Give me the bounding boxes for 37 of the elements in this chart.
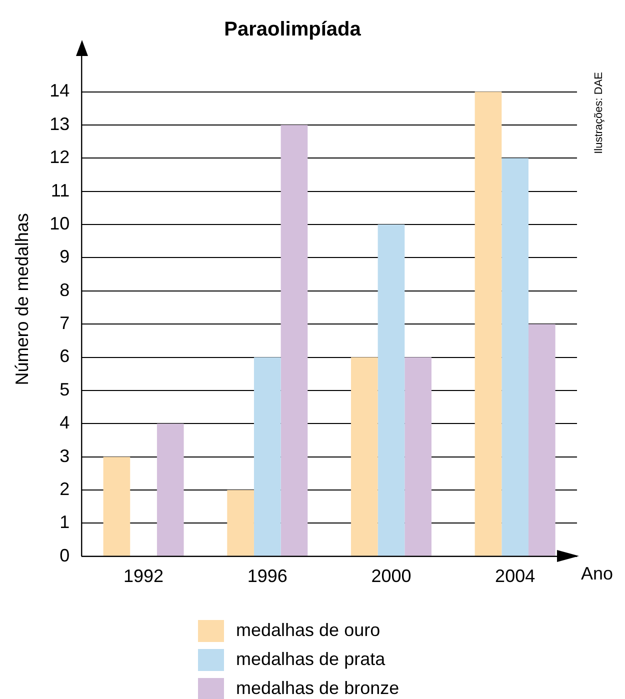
bar — [502, 158, 528, 556]
y-tick-label: 4 — [60, 412, 70, 433]
x-tick-label: 2000 — [371, 566, 412, 586]
bar — [103, 456, 130, 556]
y-tick-label: 6 — [60, 346, 70, 366]
x-tick-label: 1996 — [247, 566, 288, 586]
y-tick-label: 10 — [50, 214, 70, 234]
y-axis-title: Número de medalhas — [12, 213, 32, 386]
y-tick-label: 12 — [50, 147, 70, 168]
bar — [227, 490, 254, 556]
x-axis-title: Ano — [581, 563, 614, 584]
bar — [474, 92, 502, 556]
y-tick-label: 2 — [60, 478, 70, 499]
text: Ilustrações: DAE — [593, 72, 606, 154]
y-tick-label: 1 — [60, 512, 70, 532]
bar — [350, 357, 378, 556]
x-tick-label: 2004 — [495, 566, 536, 586]
y-tick-label: 8 — [60, 280, 70, 300]
chart-title: Paraolimpíada — [224, 18, 362, 41]
legend-label: medalhas de ouro — [236, 620, 380, 641]
y-tick-label: 9 — [60, 246, 70, 267]
bar — [528, 324, 556, 556]
bar — [254, 357, 281, 556]
legend-label: medalhas de prata — [236, 649, 386, 670]
bar — [156, 424, 184, 556]
legend-label: medalhas de bronze — [236, 678, 400, 699]
y-tick-label: 11 — [50, 180, 70, 200]
y-tick-label: 0 — [60, 545, 70, 566]
y-tick-label: 3 — [60, 446, 70, 466]
y-tick-label: 14 — [50, 80, 70, 101]
y-tick-label: 13 — [50, 114, 70, 134]
bar — [378, 224, 405, 556]
bar — [404, 357, 432, 556]
bar — [280, 124, 308, 556]
x-tick-label: 1992 — [124, 566, 164, 586]
y-tick-label: 7 — [60, 313, 70, 334]
y-tick-label: 5 — [60, 379, 70, 400]
